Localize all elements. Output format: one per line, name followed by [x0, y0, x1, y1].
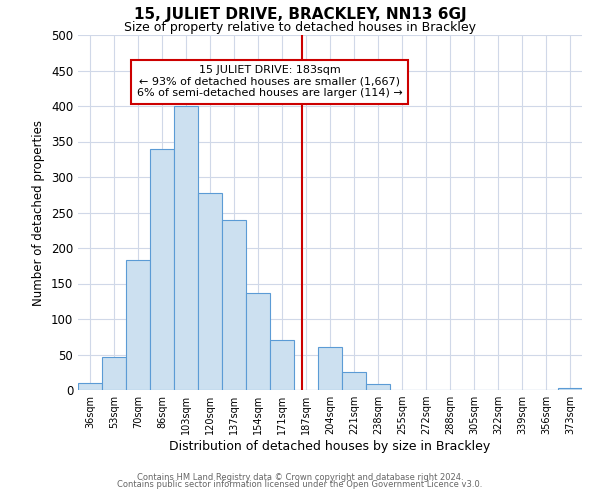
- Text: Contains public sector information licensed under the Open Government Licence v3: Contains public sector information licen…: [118, 480, 482, 489]
- Bar: [246, 294, 270, 390]
- Bar: [78, 383, 102, 390]
- Bar: [342, 372, 366, 390]
- Text: Contains HM Land Registry data © Crown copyright and database right 2024.: Contains HM Land Registry data © Crown c…: [137, 473, 463, 482]
- Bar: [150, 148, 174, 390]
- Bar: [366, 384, 390, 390]
- X-axis label: Distribution of detached houses by size in Brackley: Distribution of detached houses by size …: [169, 440, 491, 453]
- Bar: [126, 260, 150, 390]
- Text: 15, JULIET DRIVE, BRACKLEY, NN13 6GJ: 15, JULIET DRIVE, BRACKLEY, NN13 6GJ: [134, 8, 466, 22]
- Text: Size of property relative to detached houses in Brackley: Size of property relative to detached ho…: [124, 21, 476, 34]
- Bar: [270, 340, 294, 390]
- Bar: [318, 346, 342, 390]
- Bar: [198, 192, 222, 390]
- Y-axis label: Number of detached properties: Number of detached properties: [32, 120, 46, 306]
- Bar: [174, 106, 198, 390]
- Bar: [102, 356, 126, 390]
- Bar: [222, 220, 246, 390]
- Text: 15 JULIET DRIVE: 183sqm
← 93% of detached houses are smaller (1,667)
6% of semi-: 15 JULIET DRIVE: 183sqm ← 93% of detache…: [137, 65, 403, 98]
- Bar: [558, 388, 582, 390]
